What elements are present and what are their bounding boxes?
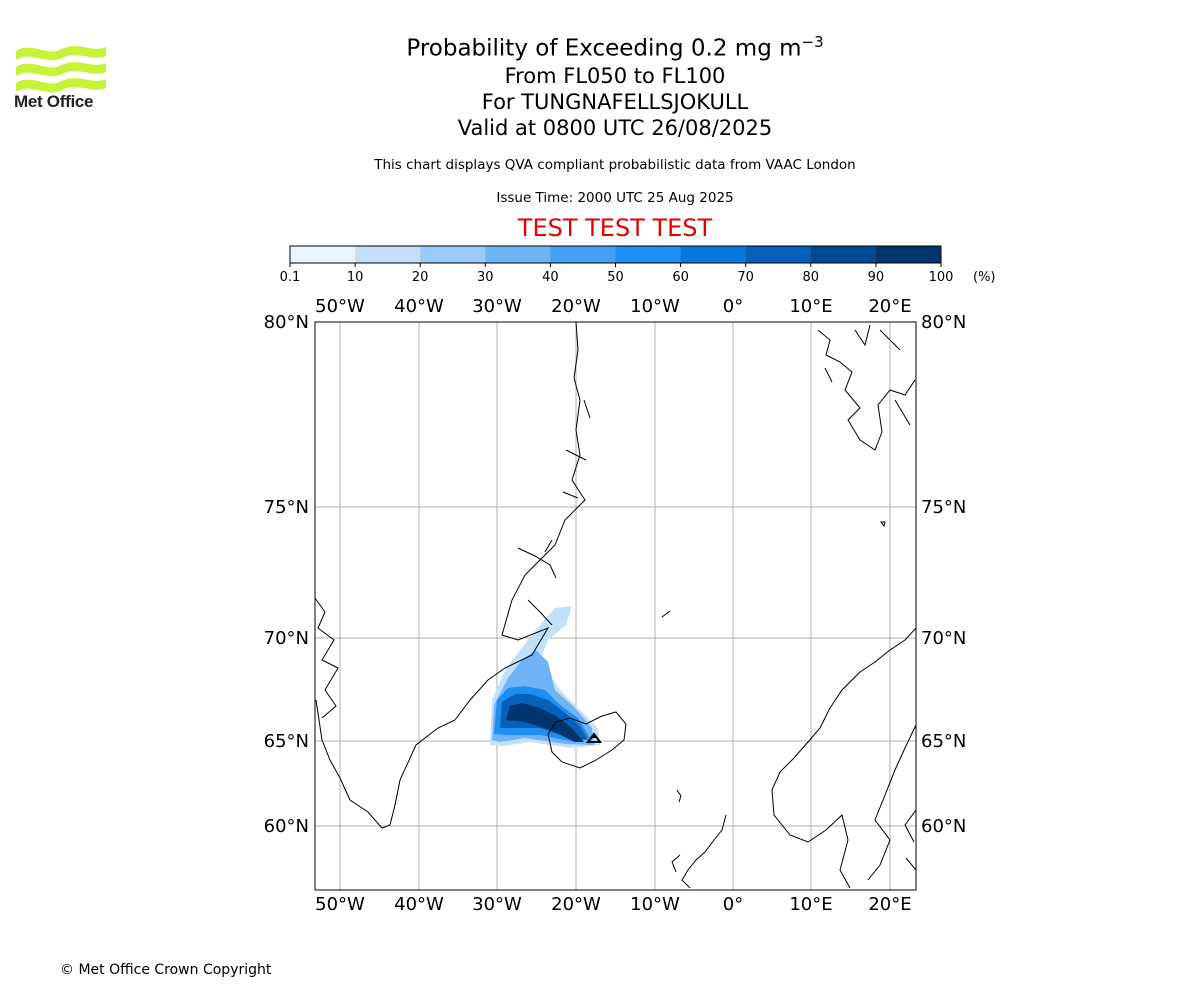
colorbar-tick-label: 60 xyxy=(672,270,689,285)
latitude-label: 80°N xyxy=(264,312,309,333)
latitude-label: 60°N xyxy=(921,816,966,837)
coastline-iceland xyxy=(547,711,627,769)
coastline-british-isles xyxy=(671,814,727,889)
longitude-label: 20°E xyxy=(868,894,911,915)
colorbar-segment xyxy=(550,246,616,263)
colorbar-segment xyxy=(810,246,877,263)
logo-wordmark: Met Office xyxy=(14,92,94,111)
compliance-note: This chart displays QVA compliant probab… xyxy=(374,157,856,173)
colorbar-tick-label: 10 xyxy=(346,270,364,285)
colorbar-tick-label: 90 xyxy=(867,270,885,285)
colorbar-unit: (%) xyxy=(973,270,996,285)
coastline-svalbard xyxy=(817,324,916,451)
colorbar-segment xyxy=(485,246,551,263)
longitude-label: 10°W xyxy=(630,894,680,915)
coastline-norway xyxy=(771,627,916,889)
longitude-label: 20°E xyxy=(868,296,911,317)
colorbar-tick-label: 0.1 xyxy=(279,270,301,285)
colorbar-segment xyxy=(355,246,421,263)
latitude-label: 65°N xyxy=(921,731,966,752)
volcano-name: For TUNGNAFELLSJOKULL xyxy=(481,90,749,114)
colorbar-tick-label: 80 xyxy=(802,270,820,285)
longitude-label: 30°W xyxy=(472,296,522,317)
coastline-greenland-fjords xyxy=(517,399,591,626)
valid-time: Valid at 0800 UTC 26/08/2025 xyxy=(457,116,773,140)
longitude-label: 10°W xyxy=(630,296,680,317)
latitude-label: 75°N xyxy=(264,497,309,518)
longitude-label: 40°W xyxy=(394,296,444,317)
longitude-label: 50°W xyxy=(315,894,365,915)
level-range: From FL050 to FL100 xyxy=(504,64,726,88)
coastline-sweden xyxy=(867,724,916,881)
copyright: © Met Office Crown Copyright xyxy=(60,962,272,978)
coastline-bear-island xyxy=(880,521,886,528)
coastline-greenland xyxy=(315,322,586,829)
longitude-label: 30°W xyxy=(472,894,522,915)
map-frame xyxy=(314,321,917,891)
test-banner: TEST TEST TEST xyxy=(517,214,713,242)
met-office-logo xyxy=(16,46,106,93)
longitude-label: 10°E xyxy=(789,894,832,915)
volcano-marker-icon xyxy=(586,732,602,743)
longitude-label: 0° xyxy=(723,894,743,915)
plume-probability-contour xyxy=(506,703,584,742)
longitude-label: 0° xyxy=(723,296,743,317)
colorbar-tick-label: 50 xyxy=(607,270,624,285)
colorbar-segment xyxy=(290,246,356,263)
colorbar-segment xyxy=(420,246,486,263)
longitude-label: 20°W xyxy=(551,894,601,915)
colorbar-segment xyxy=(745,246,812,263)
colorbar-segment xyxy=(875,246,942,263)
latitude-label: 60°N xyxy=(264,816,309,837)
colorbar-tick-label: 70 xyxy=(737,270,754,285)
longitude-label: 10°E xyxy=(789,296,832,317)
title-exponent: −3 xyxy=(801,33,824,51)
title-text: Probability of Exceeding 0.2 mg m xyxy=(406,35,802,62)
latitude-label: 65°N xyxy=(264,731,309,752)
latitude-label: 70°N xyxy=(264,628,309,649)
latitude-label: 75°N xyxy=(921,497,966,518)
coastline-jan-mayen xyxy=(661,610,671,618)
colorbar-tick-label: 100 xyxy=(928,270,954,285)
coastline-greenland-west xyxy=(315,597,339,719)
graticule xyxy=(315,322,916,890)
colorbar-segment xyxy=(680,246,747,263)
longitude-label: 20°W xyxy=(551,296,601,317)
colorbar-tick-label: 20 xyxy=(411,270,429,285)
longitude-label: 40°W xyxy=(394,894,444,915)
ash-probability-plume xyxy=(490,606,600,748)
colorbar-tick-label: 40 xyxy=(542,270,559,285)
latitude-label: 80°N xyxy=(921,312,966,333)
coastline-baltic xyxy=(904,809,916,871)
coastline-faroes xyxy=(676,789,682,803)
colorbar-tick-label: 30 xyxy=(477,270,494,285)
colorbar xyxy=(289,245,942,267)
colorbar-segment xyxy=(615,246,682,263)
coastlines xyxy=(315,322,916,889)
axis-labels: 50°W 50°W 40°W 40°W 30°W 30°W 20°W 20°W 10°W 10°W… xyxy=(264,296,967,915)
longitude-label: 50°W xyxy=(315,296,365,317)
chart-title: Probability of Exceeding 0.2 mg m−3 xyxy=(300,27,930,64)
latitude-label: 70°N xyxy=(921,628,966,649)
issue-time: Issue Time: 2000 UTC 25 Aug 2025 xyxy=(496,190,734,206)
